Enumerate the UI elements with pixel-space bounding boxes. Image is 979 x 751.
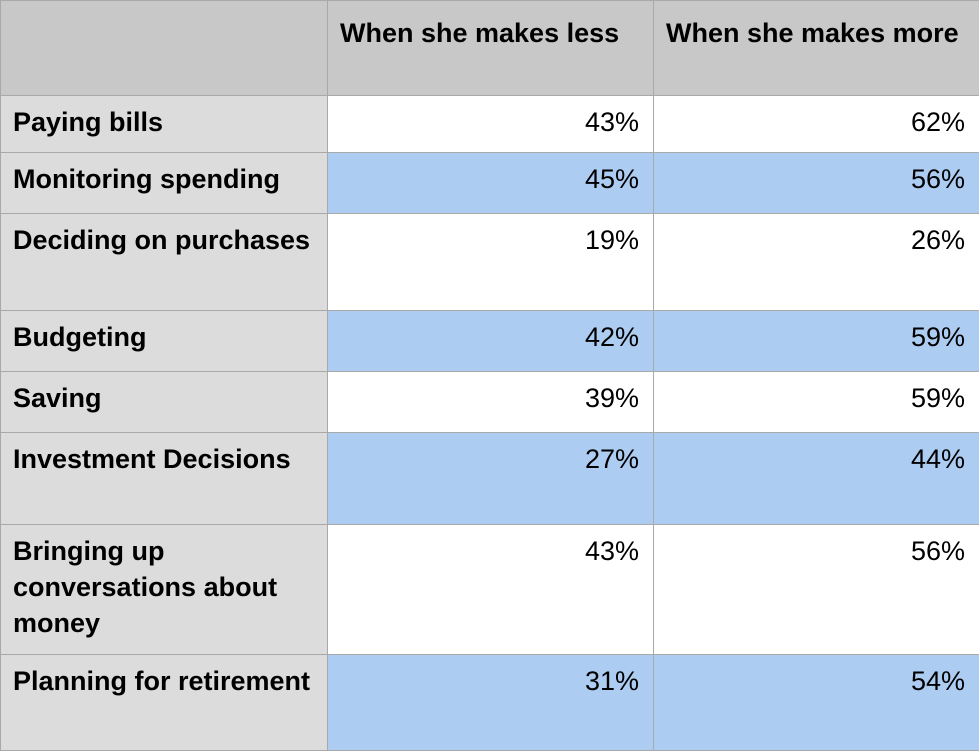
cell-makes-more: 59% bbox=[654, 372, 979, 433]
row-label: Paying bills bbox=[1, 96, 328, 153]
cell-makes-more: 26% bbox=[654, 214, 979, 311]
cell-makes-less: 42% bbox=[328, 311, 654, 372]
row-label: Budgeting bbox=[1, 311, 328, 372]
cell-makes-less: 43% bbox=[328, 96, 654, 153]
cell-makes-more: 59% bbox=[654, 311, 979, 372]
row-label: Saving bbox=[1, 372, 328, 433]
cell-makes-less: 31% bbox=[328, 655, 654, 751]
cell-makes-more: 62% bbox=[654, 96, 979, 153]
cell-makes-more: 54% bbox=[654, 655, 979, 751]
row-label: Deciding on purchases bbox=[1, 214, 328, 311]
column-header-more: When she makes more bbox=[654, 1, 979, 96]
header-row: When she makes less When she makes more bbox=[1, 1, 979, 96]
cell-makes-less: 19% bbox=[328, 214, 654, 311]
cell-makes-less: 27% bbox=[328, 433, 654, 525]
cell-makes-more: 56% bbox=[654, 525, 979, 655]
cell-makes-more: 56% bbox=[654, 153, 979, 214]
header-corner bbox=[1, 1, 328, 96]
cell-makes-less: 39% bbox=[328, 372, 654, 433]
row-label: Investment Decisions bbox=[1, 433, 328, 525]
cell-makes-less: 43% bbox=[328, 525, 654, 655]
row-label: Planning for retirement bbox=[1, 655, 328, 751]
cell-makes-more: 44% bbox=[654, 433, 979, 525]
row-label: Bringing up conversations about money bbox=[1, 525, 328, 655]
column-header-less: When she makes less bbox=[328, 1, 654, 96]
cell-makes-less: 45% bbox=[328, 153, 654, 214]
row-label: Monitoring spending bbox=[1, 153, 328, 214]
